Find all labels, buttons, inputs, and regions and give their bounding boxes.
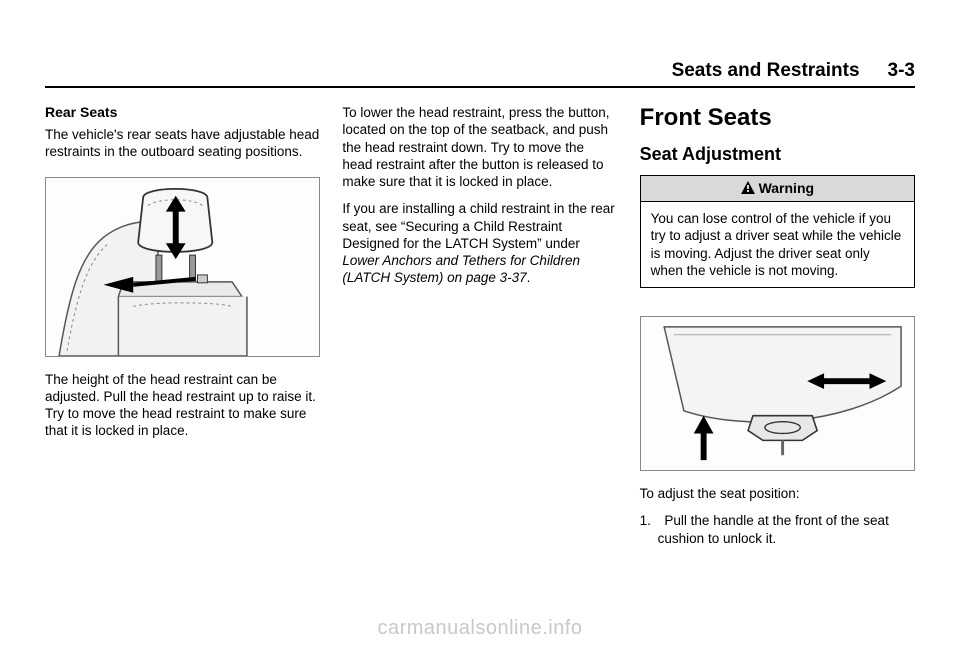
watermark: carmanualsonline.info [0, 617, 960, 640]
rear-seats-intro: The vehicle's rear seats have adjustable… [45, 126, 320, 161]
page-header: Seats and Restraints 3-3 [45, 60, 915, 88]
page-number: 3-3 [888, 60, 915, 82]
column-1: Rear Seats The vehicle's rear seats have… [45, 104, 320, 547]
rear-seats-adjust-text: The height of the head restraint can be … [45, 371, 320, 440]
content-columns: Rear Seats The vehicle's rear seats have… [45, 104, 915, 547]
child-restraint-pre: If you are installing a child restraint … [342, 201, 614, 251]
manual-page: Seats and Restraints 3-3 Rear Seats The … [45, 0, 915, 547]
child-restraint-text: If you are installing a child restraint … [342, 200, 617, 286]
latch-xref: Lower Anchors and Tethers for Children (… [342, 253, 580, 285]
warning-triangle-icon [741, 181, 755, 197]
warning-label: Warning [759, 180, 814, 196]
adjust-seat-intro: To adjust the seat position: [640, 485, 915, 502]
lower-restraint-text: To lower the head restraint, press the b… [342, 104, 617, 190]
column-2: To lower the head restraint, press the b… [342, 104, 617, 547]
figure-head-restraint [45, 177, 320, 357]
warning-body: You can lose control of the vehicle if y… [641, 202, 914, 287]
seat-adjustment-heading: Seat Adjustment [640, 144, 915, 165]
warning-header: Warning [641, 176, 914, 202]
column-3: Front Seats Seat Adjustment Warning You … [640, 104, 915, 547]
figure-seat-handle [640, 316, 915, 471]
adjust-step-1: 1. Pull the handle at the front of the s… [640, 512, 915, 547]
warning-box: Warning You can lose control of the vehi… [640, 175, 915, 288]
front-seats-heading: Front Seats [640, 104, 915, 132]
child-restraint-post: . [527, 270, 531, 285]
section-title: Seats and Restraints [672, 60, 860, 82]
rear-seats-heading: Rear Seats [45, 104, 320, 120]
